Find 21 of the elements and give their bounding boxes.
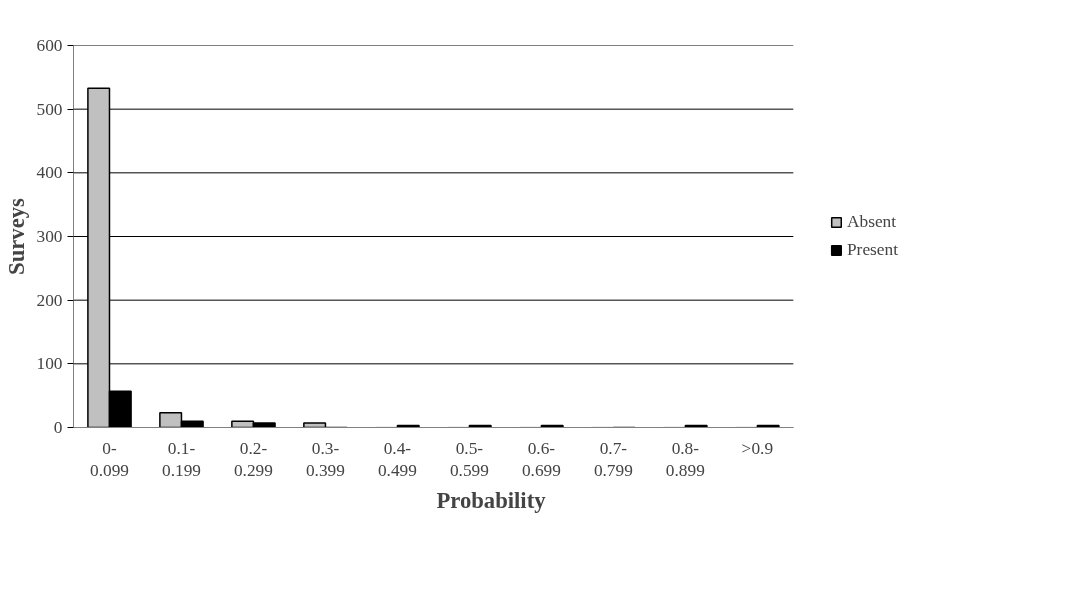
x-tick-label: 0- 0.099 — [90, 438, 129, 481]
x-tick-label: 0.5- 0.599 — [449, 438, 489, 481]
x-axis-title: Probability — [436, 488, 547, 514]
y-tick-label: 0 — [53, 418, 63, 437]
x-tick-label: 0.7- 0.799 — [593, 438, 633, 481]
x-tick-label: 0.6- 0.699 — [521, 438, 561, 481]
y-tick-label: 500 — [36, 99, 63, 119]
x-tick-label: 0.3- 0.399 — [305, 438, 345, 481]
y-tick-label: 600 — [36, 36, 63, 55]
y-tick-label: 300 — [36, 227, 63, 246]
legend-label: Present — [846, 240, 898, 260]
legend-label: Absent — [846, 212, 897, 232]
y-axis-title: Surveys — [3, 197, 29, 275]
x-tick-label: 0.1- 0.199 — [161, 438, 201, 481]
x-tick-label: 0.2- 0.299 — [233, 438, 273, 481]
y-tick-label: 100 — [36, 354, 63, 374]
x-tick-label: >0.9 — [741, 438, 774, 458]
y-tick-label: 400 — [36, 163, 63, 183]
y-tick-label: 200 — [36, 290, 63, 310]
x-tick-label: 0.8- 0.899 — [665, 438, 705, 481]
x-tick-label: 0.4- 0.499 — [377, 438, 417, 481]
